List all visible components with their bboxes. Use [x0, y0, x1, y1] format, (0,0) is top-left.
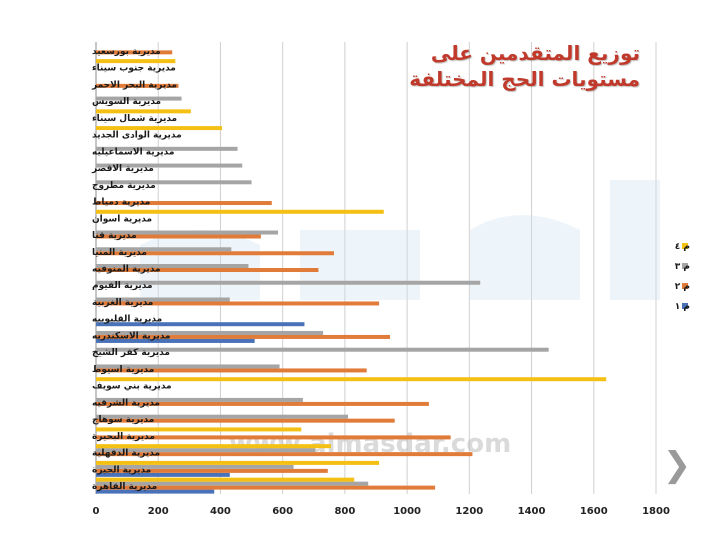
category-label: مديرية الاسماعيليه [92, 147, 174, 157]
bar [96, 247, 232, 252]
legend-swatch [682, 303, 688, 309]
bar [96, 297, 230, 302]
category-label: مديرية القليوبيه [92, 315, 162, 325]
category-label: مديرية جنوب سيناء [92, 64, 176, 74]
category-label: مديرية اسيوط [92, 365, 154, 375]
legend-swatch [682, 283, 688, 289]
chart-title: توزيع المتقدمين على مستويات الحج المختلف… [409, 41, 640, 91]
bar [96, 414, 348, 419]
bar [96, 489, 215, 494]
bar [96, 427, 302, 432]
category-label: مديرية السويس [92, 97, 161, 107]
bar [96, 347, 549, 352]
bar [96, 234, 261, 239]
bar [96, 83, 179, 88]
bar [96, 401, 429, 406]
bar [96, 126, 222, 131]
watermark-logo [140, 180, 660, 300]
bar [96, 330, 324, 335]
bar [96, 280, 481, 285]
bar [96, 301, 380, 306]
x-tick-label: 200 [148, 506, 169, 517]
category-label: مديرية المنيا [92, 248, 147, 258]
category-label: مديرية الفيوم [92, 281, 153, 291]
category-label: مديرية دمياط [92, 198, 150, 208]
bar [96, 485, 436, 490]
category-label: مديرية الوادى الجديد [92, 131, 182, 141]
bar [96, 251, 334, 256]
bar [96, 464, 294, 469]
next-slide-arrow-icon[interactable]: ❯ [662, 445, 692, 485]
bar [96, 397, 303, 402]
bar [96, 96, 182, 101]
category-label: مديرية بني سويف [92, 382, 172, 392]
legend-swatch [682, 263, 688, 269]
category-label: مديرية الاسكندريه [92, 331, 170, 341]
bar [96, 180, 252, 185]
bar [96, 481, 369, 486]
category-label: مديرية كفر الشيخ [92, 348, 170, 358]
category-label: مديرية شمال سيناء [92, 114, 177, 124]
legend-label: م ٢ [675, 282, 690, 292]
x-tick-label: 400 [210, 506, 231, 517]
bar [96, 264, 249, 269]
category-label: مديرية الاقصر [91, 164, 154, 174]
bar [96, 338, 255, 343]
x-tick-label: 0 [93, 506, 100, 517]
bar [96, 230, 278, 235]
bar [96, 377, 607, 382]
category-label: مديرية القاهرة [92, 482, 157, 492]
x-tick-label: 600 [272, 506, 293, 517]
bar [96, 477, 355, 482]
bar [96, 364, 280, 369]
bar [96, 209, 384, 214]
category-label: مديرية المنوفيه [92, 265, 161, 275]
legend-label: م ٣ [675, 262, 690, 272]
category-label: مديرية اسوان [92, 214, 152, 224]
bar [96, 163, 243, 168]
category-label: مديرية الغربية [92, 298, 153, 308]
bar [96, 50, 173, 55]
category-label: مديرية سوهاج [92, 415, 154, 425]
category-label: مديرية مطروح [92, 181, 156, 191]
x-tick-label: 800 [334, 506, 355, 517]
bar [96, 435, 451, 440]
bar [96, 146, 238, 151]
category-label: مديرية قنا [92, 231, 137, 241]
bar [96, 452, 473, 457]
category-label: مديرية البحر الاحمر [91, 80, 177, 90]
x-tick-label: 1000 [393, 506, 421, 517]
category-label: مديرية الدقهلية [92, 449, 160, 459]
legend-label: م ١ [675, 302, 690, 312]
bar [96, 322, 305, 327]
category-label: مديرية بورسعيد [92, 47, 161, 57]
bar [96, 472, 230, 477]
x-tick-label: 1800 [642, 506, 670, 517]
bar [96, 109, 191, 114]
bar [96, 444, 331, 449]
category-label: مديرية الجيزة [92, 465, 151, 475]
x-tick-label: 1400 [518, 506, 546, 517]
category-label: مديرية البحيرة [92, 432, 155, 442]
x-tick-label: 1200 [455, 506, 483, 517]
bar [96, 59, 176, 64]
legend-label: م ٤ [675, 242, 690, 252]
legend-swatch [682, 243, 688, 249]
bar [96, 368, 367, 373]
category-label: مديرية الشرقيه [92, 398, 160, 408]
bar [96, 334, 390, 339]
bar [96, 460, 380, 465]
bar [96, 418, 395, 423]
bar [96, 468, 328, 473]
bar [96, 448, 316, 453]
x-tick-label: 1600 [580, 506, 608, 517]
bar [96, 267, 319, 272]
bar [96, 201, 272, 206]
